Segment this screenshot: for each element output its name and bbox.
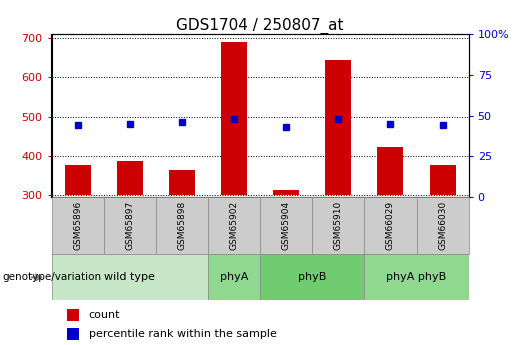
Text: GSM65896: GSM65896 [73, 200, 82, 250]
Text: GSM66030: GSM66030 [438, 200, 447, 250]
Bar [67, 328, 79, 339]
Bar [221, 41, 247, 195]
Text: GSM66029: GSM66029 [386, 200, 395, 250]
Bar [117, 161, 143, 195]
Bar [273, 190, 299, 195]
Text: wild type: wild type [104, 272, 155, 282]
Text: GSM65910: GSM65910 [334, 200, 343, 250]
Bar [312, 197, 365, 254]
Bar [52, 254, 208, 300]
Bar [104, 197, 156, 254]
Text: percentile rank within the sample: percentile rank within the sample [89, 329, 277, 339]
Title: GDS1704 / 250807_at: GDS1704 / 250807_at [176, 18, 344, 34]
Bar [365, 254, 469, 300]
Text: GSM65902: GSM65902 [230, 200, 238, 250]
Bar [377, 147, 403, 195]
Bar [430, 165, 456, 195]
Bar [208, 254, 260, 300]
Bar [365, 197, 417, 254]
Text: GSM65898: GSM65898 [177, 200, 186, 250]
Text: count: count [89, 310, 120, 320]
Bar [260, 254, 365, 300]
Bar [169, 170, 195, 195]
Text: GSM65904: GSM65904 [282, 200, 290, 250]
Text: genotype/variation: genotype/variation [3, 273, 101, 282]
Text: GSM65897: GSM65897 [125, 200, 134, 250]
Bar [417, 197, 469, 254]
Bar [64, 165, 91, 195]
Text: phyB: phyB [298, 272, 327, 282]
Text: phyA phyB: phyA phyB [386, 272, 447, 282]
Text: phyA: phyA [220, 272, 248, 282]
Bar [260, 197, 312, 254]
Bar [52, 197, 104, 254]
Bar [325, 60, 351, 195]
Bar [208, 197, 260, 254]
Bar [67, 309, 79, 321]
Bar [156, 197, 208, 254]
